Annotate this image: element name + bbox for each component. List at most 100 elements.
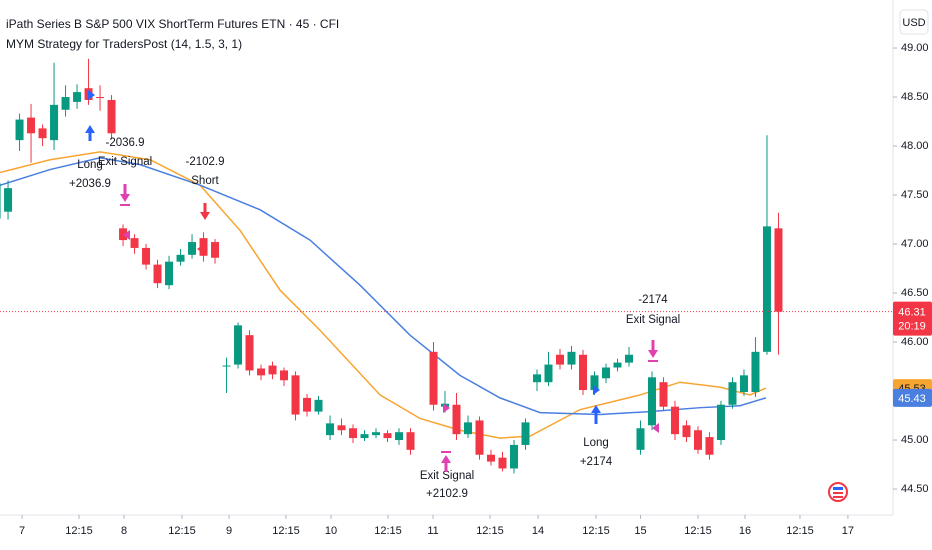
chart-subtitle: MYM Strategy for TradersPost (14, 1.5, 3… <box>6 37 242 51</box>
annotation: -2102.9 <box>185 156 224 168</box>
candle-body <box>601 367 610 379</box>
candle-body <box>739 375 748 393</box>
candle-body <box>521 422 530 445</box>
candle-body <box>647 377 656 426</box>
candle-body <box>383 433 392 439</box>
x-tick-label: 12:15 <box>272 525 300 537</box>
logo <box>833 496 843 498</box>
moving-average <box>0 151 767 439</box>
annotation: -2036.9 <box>105 137 144 149</box>
countdown-label: 20:19 <box>898 321 926 333</box>
candle-body <box>487 454 496 462</box>
annotation: +2102.9 <box>426 488 468 500</box>
exit-flag <box>123 230 130 240</box>
candle-body <box>682 425 691 438</box>
candle-body <box>693 430 702 450</box>
candle-body <box>176 254 185 262</box>
candle-body <box>27 117 36 134</box>
candle-body <box>0 183 1 219</box>
x-tick-label: 11 <box>427 525 438 537</box>
candle-body <box>624 354 633 363</box>
candle-body <box>268 365 277 375</box>
candle-body <box>314 399 323 412</box>
long-arrow <box>591 405 601 424</box>
x-tick-label: 12:15 <box>684 525 712 537</box>
candle-body <box>406 432 415 450</box>
candle-body <box>360 434 369 439</box>
x-tick-label: 12:15 <box>65 525 93 537</box>
annotation: -2174 <box>638 294 668 306</box>
candle-body <box>73 92 82 102</box>
y-tick-label: 48.00 <box>901 140 929 152</box>
x-tick-label: 17 <box>842 525 854 537</box>
exit-arrow <box>120 184 130 206</box>
candle-body <box>165 261 174 286</box>
exit-arrow <box>648 340 658 362</box>
candle-body <box>153 264 162 284</box>
candle-body <box>96 97 105 99</box>
logo <box>833 487 843 490</box>
candle-body <box>659 382 668 407</box>
x-tick-label: 12:15 <box>168 525 196 537</box>
candle-body <box>326 423 335 436</box>
y-tick-label: 48.50 <box>901 91 929 103</box>
candle-body <box>280 370 289 381</box>
chart-title: iPath Series B S&P 500 VIX ShortTerm Fut… <box>6 17 339 31</box>
x-tick-label: 10 <box>325 525 337 537</box>
candle-body <box>452 404 461 435</box>
currency-label: USD <box>902 17 925 29</box>
logo <box>833 492 843 494</box>
y-tick-label: 44.50 <box>901 483 929 495</box>
candle-body <box>234 325 243 365</box>
candle-body <box>349 428 358 439</box>
exit-flag <box>652 423 659 433</box>
candle-body <box>222 365 231 367</box>
y-tick-label: 47.00 <box>901 238 929 250</box>
x-tick-label: 12:15 <box>374 525 402 537</box>
candle-body <box>395 432 404 441</box>
candle-body <box>119 228 128 241</box>
moving-average <box>0 157 767 416</box>
candle-body <box>532 374 541 383</box>
candle-body <box>142 247 151 265</box>
candle-body <box>303 397 312 412</box>
x-tick-label: 14 <box>532 525 544 537</box>
long-arrow <box>85 125 95 141</box>
exit-flag <box>443 403 450 413</box>
candle-body <box>670 406 679 435</box>
last-price-box <box>893 301 932 336</box>
candle-body <box>245 335 254 371</box>
candle-body <box>130 238 139 248</box>
candle-body <box>751 351 760 393</box>
candle-body <box>544 364 553 383</box>
plot-area <box>0 58 893 474</box>
candle-body <box>61 97 70 110</box>
candle-body <box>578 354 587 391</box>
annotation: Long <box>583 437 609 449</box>
candle-body <box>716 404 725 441</box>
annotation: +2174 <box>580 456 613 468</box>
candle-body <box>188 242 197 255</box>
currency-button[interactable] <box>899 9 929 35</box>
candle-body <box>509 444 518 469</box>
exit-arrow <box>441 451 451 472</box>
candle-body <box>211 242 220 258</box>
candle-body <box>475 420 484 455</box>
annotation: Long <box>77 159 103 171</box>
candle-body <box>4 188 13 212</box>
candle-body <box>555 354 564 365</box>
x-tick-label: 12:15 <box>476 525 504 537</box>
candle-body <box>50 104 59 141</box>
candle-body <box>762 226 771 352</box>
entry-flag <box>593 385 600 395</box>
candle-body <box>567 351 576 365</box>
x-tick-label: 12:15 <box>582 525 610 537</box>
y-tick-label: 47.50 <box>901 189 929 201</box>
candle-body <box>107 99 116 134</box>
annotation: Exit Signal <box>626 314 680 326</box>
candle-body <box>15 119 24 141</box>
candle-body <box>636 428 645 450</box>
candle-body <box>429 351 438 405</box>
